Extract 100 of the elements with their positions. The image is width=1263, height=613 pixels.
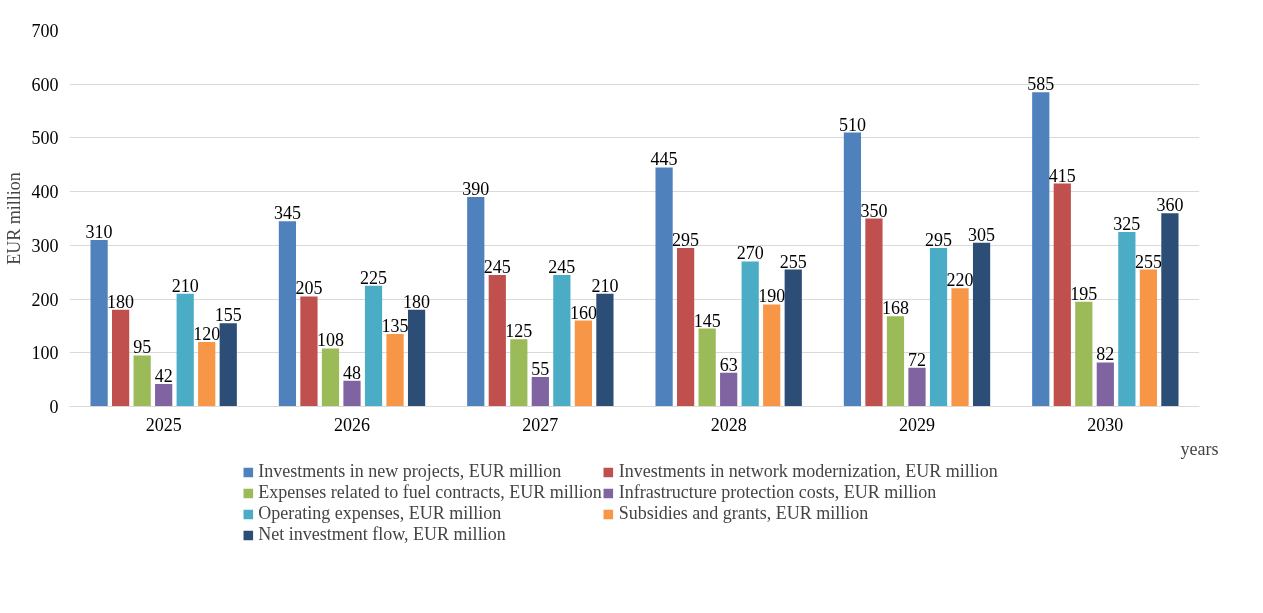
legend-label: Operating expenses, EUR million (258, 503, 502, 524)
legend-label: Infrastructure protection costs, EUR million (618, 482, 937, 503)
legend-label: Investments in new projects, EUR million (258, 461, 562, 482)
data-label: 180 (107, 291, 135, 312)
bar (488, 274, 506, 407)
bar (364, 285, 383, 407)
y-tick-label: 0 (49, 397, 59, 417)
bar (531, 376, 549, 407)
data-label: 325 (1113, 213, 1141, 234)
x-tick-label: 2025 (145, 414, 182, 435)
bar (1161, 213, 1179, 407)
data-label: 195 (1070, 283, 1098, 304)
data-label: 270 (736, 243, 764, 264)
bar (596, 293, 614, 407)
bar (133, 355, 151, 407)
y-tick-label: 600 (31, 74, 59, 95)
data-label: 225 (360, 267, 388, 288)
bar (655, 167, 673, 407)
y-tick-label: 400 (31, 182, 59, 203)
legend-label: Expenses related to fuel contracts, EUR million (258, 482, 602, 503)
bar (510, 339, 528, 407)
data-label: 42 (154, 365, 173, 386)
bar (176, 293, 194, 407)
data-label: 295 (925, 230, 953, 251)
data-label: 310 (85, 221, 113, 242)
x-tick-label: 2030 (1087, 414, 1124, 435)
bar (198, 342, 216, 407)
bar (300, 296, 318, 407)
data-label: 180 (403, 291, 431, 312)
data-label: 190 (758, 286, 786, 307)
data-label: 305 (968, 224, 996, 245)
bar (843, 132, 862, 407)
bar (698, 328, 716, 407)
data-label: 210 (591, 275, 619, 296)
y-tick-label: 300 (31, 235, 59, 256)
data-label: 145 (693, 310, 721, 331)
bar (574, 320, 592, 407)
bar (1118, 231, 1136, 407)
bar (112, 309, 130, 407)
x-tick-label: 2027 (522, 414, 559, 435)
data-label: 245 (548, 256, 576, 277)
bar (865, 218, 883, 407)
data-label: 55 (531, 358, 550, 379)
bar (720, 372, 738, 407)
legend-label: Net investment flow, EUR million (258, 524, 506, 545)
data-label: 445 (650, 149, 678, 170)
bar (784, 269, 802, 407)
bar (90, 239, 108, 407)
bar (972, 242, 991, 407)
data-label: 255 (779, 251, 807, 272)
data-label: 360 (1156, 195, 1184, 216)
data-label: 390 (462, 179, 490, 200)
x-tick-label: 2028 (710, 414, 747, 435)
y-tick-label: 200 (31, 289, 59, 310)
x-axis-title: years (1180, 438, 1219, 459)
bar (278, 221, 297, 407)
legend-label: Subsidies and grants, EUR million (618, 503, 869, 524)
data-label: 135 (381, 315, 409, 336)
bar (1139, 269, 1157, 407)
data-label: 345 (273, 203, 301, 224)
data-label: 155 (214, 305, 242, 326)
data-label: 295 (672, 230, 700, 251)
data-label: 415 (1048, 165, 1076, 186)
bar (1075, 301, 1093, 407)
bar (407, 309, 426, 407)
x-tick-label: 2029 (899, 414, 935, 435)
bar (908, 367, 926, 407)
y-tick-label: 700 (31, 21, 59, 41)
data-label: 108 (316, 330, 344, 351)
data-label: 245 (483, 256, 511, 277)
y-tick-label: 500 (31, 128, 59, 149)
data-label: 350 (860, 200, 888, 221)
data-label: 63 (719, 354, 738, 375)
bar (763, 304, 781, 407)
data-label: 585 (1027, 74, 1055, 95)
legend-label: Investments in network modernization, EUR million (618, 461, 998, 482)
bar (386, 333, 404, 407)
y-axis-title: EUR million (3, 172, 24, 265)
data-label: 510 (838, 114, 866, 135)
bar (219, 323, 237, 407)
bar (1096, 362, 1114, 407)
data-label: 72 (908, 349, 926, 370)
data-label: 120 (193, 324, 221, 345)
bar (1032, 92, 1050, 407)
data-label: 210 (171, 275, 199, 296)
bar (467, 197, 485, 407)
bar (929, 248, 948, 407)
data-label: 205 (295, 278, 323, 299)
bar (343, 380, 361, 407)
x-tick-label: 2026 (334, 414, 370, 435)
bar (741, 261, 759, 407)
data-label: 220 (946, 270, 974, 291)
bar (553, 274, 571, 407)
bar (886, 316, 905, 407)
data-label: 82 (1096, 344, 1115, 365)
data-label: 48 (343, 362, 361, 383)
bar (1053, 183, 1071, 407)
bar (677, 248, 695, 407)
bar (951, 288, 969, 407)
data-label: 168 (881, 298, 909, 319)
